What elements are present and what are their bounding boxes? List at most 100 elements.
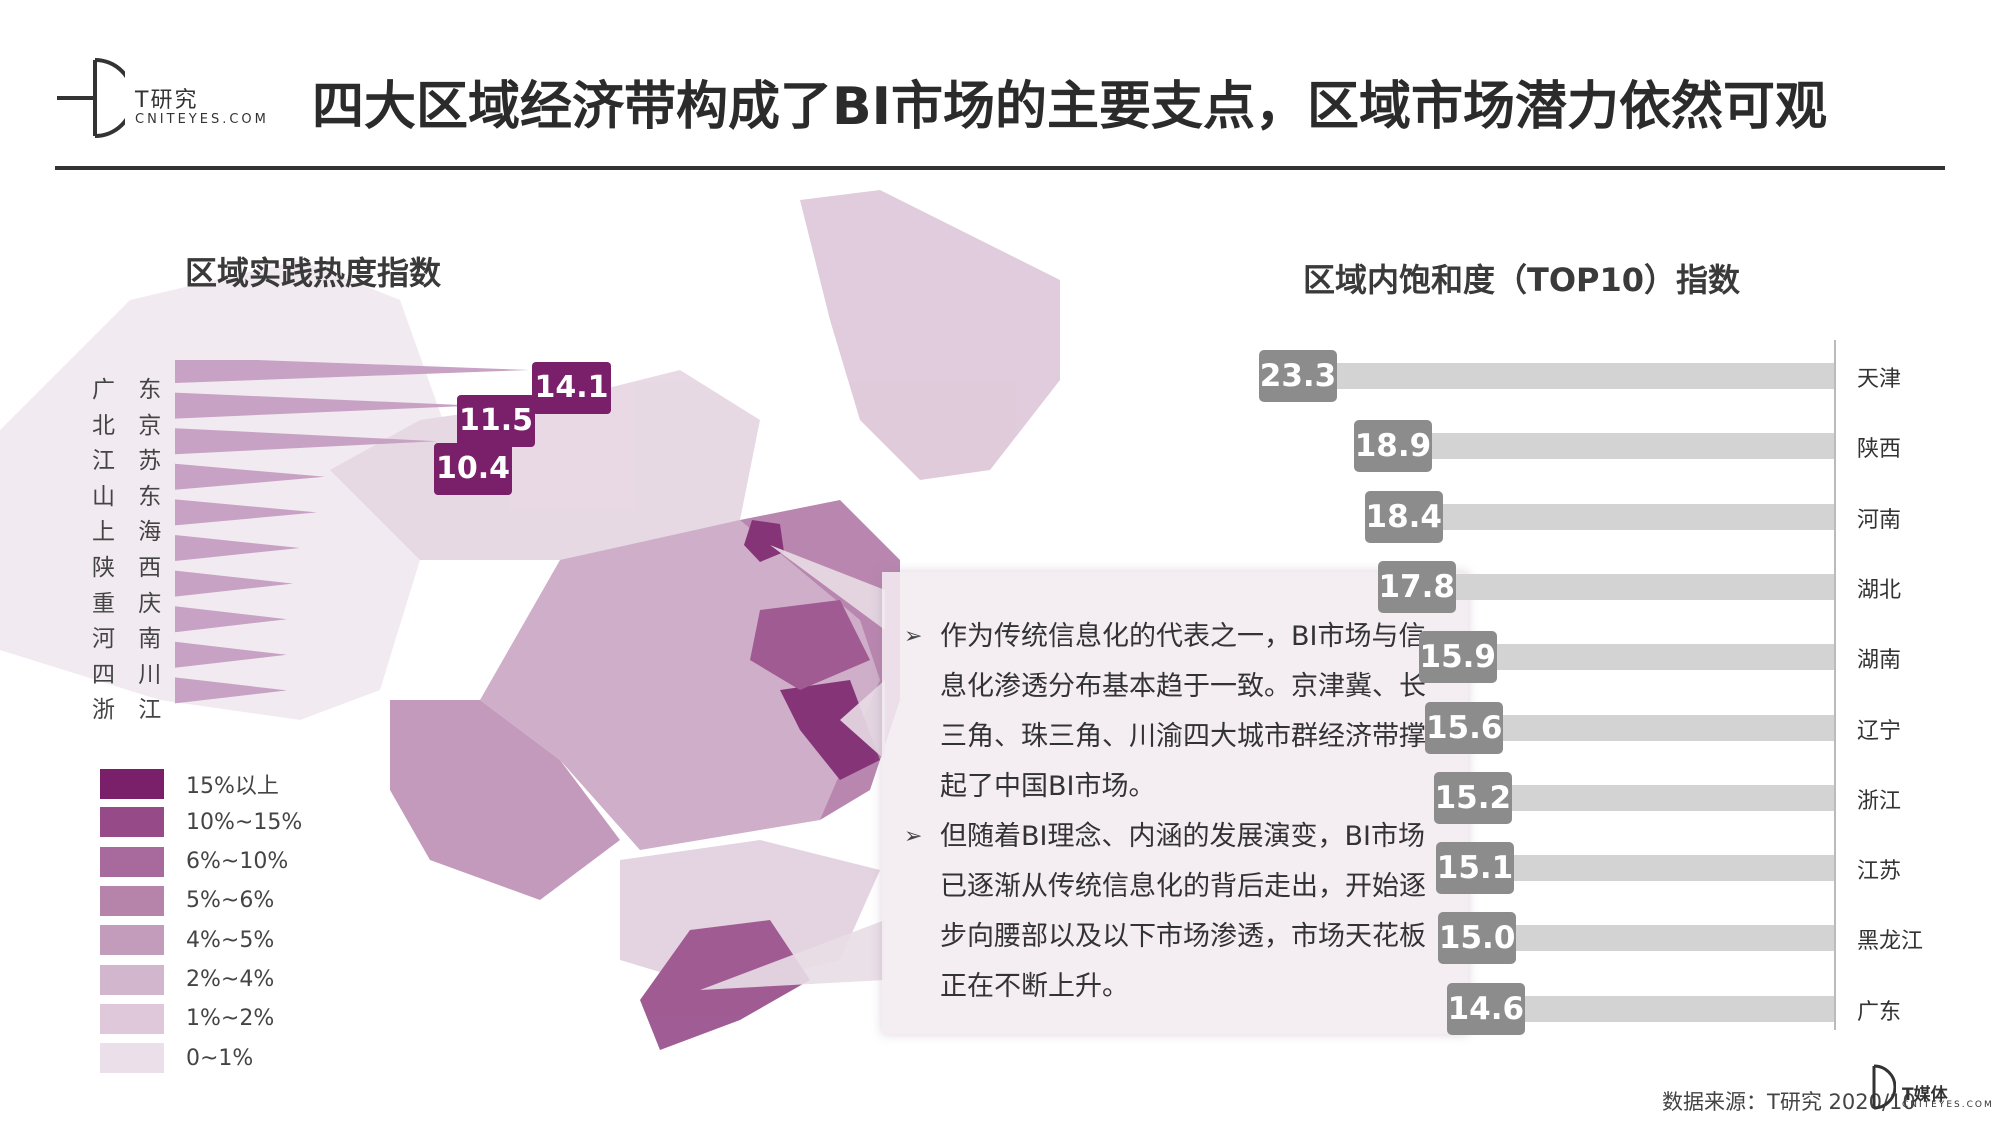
heat-wedges <box>175 360 530 704</box>
saturation-value-label: 18.4 <box>1364 490 1443 543</box>
saturation-category-label: 江苏 <box>1857 859 1902 885</box>
legend-swatch <box>100 1043 164 1074</box>
legend-label: 6%~10% <box>186 849 289 875</box>
saturation-value-label: 17.8 <box>1377 560 1456 613</box>
heat-wedge <box>175 428 437 455</box>
saturation-value-label: 15.1 <box>1436 842 1515 895</box>
saturation-bar <box>1449 573 1834 600</box>
province-label: 浙 江 <box>92 697 170 724</box>
saturation-bar <box>1518 995 1834 1022</box>
saturation-bar <box>1490 644 1834 671</box>
saturation-category-label: 湖北 <box>1857 577 1902 603</box>
saturation-bar <box>1505 784 1834 811</box>
legend-swatch <box>100 1003 164 1034</box>
insight-bullet-line: 起了中国BI市场。 <box>940 771 1156 802</box>
legend-item: 1%~2% <box>100 1003 275 1034</box>
map-region-beijing <box>744 520 784 562</box>
insight-bullet-line: 但随着BI理念、内涵的发展演变，BI市场 <box>940 821 1425 852</box>
legend-item: 2%~4% <box>100 964 275 995</box>
saturation-value-label: 14.6 <box>1446 982 1525 1035</box>
province-label: 北 京 <box>92 412 170 439</box>
footer-logo-mark <box>1860 1064 1897 1110</box>
province-label: 河 南 <box>92 626 170 653</box>
province-label: 山 东 <box>92 483 170 510</box>
saturation-category-label: 陕西 <box>1857 437 1902 463</box>
heat-wedge <box>175 570 293 597</box>
legend-label: 10%~15% <box>186 809 303 835</box>
heat-wedge <box>175 606 287 633</box>
saturation-value-label: 15.2 <box>1433 771 1512 824</box>
saturation-category-label: 辽宁 <box>1857 718 1902 744</box>
heat-wedge <box>175 535 300 561</box>
insight-bullet-line: 息化渗透分布基本趋于一致。京津冀、长 <box>940 671 1426 702</box>
legend-label: 1%~2% <box>186 1006 275 1032</box>
bar-axis-line <box>1834 340 1836 1030</box>
saturation-category-label: 浙江 <box>1857 788 1902 814</box>
insight-bullet-line: 作为传统信息化的代表之一，BI市场与信 <box>940 621 1426 652</box>
legend-item: 0~1% <box>100 1043 254 1074</box>
map-region-sichuan <box>390 700 620 900</box>
legend-swatch <box>100 885 164 916</box>
insight-bullet: ➢ 但随着BI理念、内涵的发展演变，BI市场 已逐渐从传统信息化的背后走出，开始逐步… <box>902 812 1462 1012</box>
logo-mark <box>55 58 135 138</box>
map-region-central <box>480 520 900 850</box>
legend-item: 4%~5% <box>100 925 275 956</box>
highlight-ray-north <box>770 545 885 630</box>
legend-item: 10%~15% <box>100 807 303 838</box>
insight-bullet-line: 已逐渐从传统信息化的背后走出，开始逐 <box>940 871 1426 902</box>
heat-value-callout: 10.4 <box>434 443 512 495</box>
left-chart-title: 区域实践热度指数 <box>185 254 442 292</box>
heat-value-callout: 14.1 <box>532 362 611 414</box>
saturation-bar <box>1436 503 1834 530</box>
saturation-value-label: 18.9 <box>1353 420 1432 473</box>
highlight-ray-south <box>700 920 885 990</box>
bullet-arrow-icon: ➢ <box>904 624 923 649</box>
insight-bullet: ➢ 作为传统信息化的代表之一，BI市场与信 息化渗透分布基本趋于一致。京津冀、长 三角… <box>902 612 1462 812</box>
legend-label: 4%~5% <box>186 927 275 953</box>
legend-swatch <box>100 964 164 995</box>
footer-brand-sub: CNITEYES.COM <box>1902 1100 1994 1110</box>
legend-swatch <box>100 807 164 838</box>
map-region-north <box>330 370 760 560</box>
insight-bullets: ➢ 作为传统信息化的代表之一，BI市场与信 息化渗透分布基本趋于一致。京津冀、长 三角… <box>902 612 1462 1012</box>
legend-label: 15%以上 <box>186 774 279 799</box>
saturation-bar <box>1425 433 1834 460</box>
saturation-category-label: 天津 <box>1857 367 1902 392</box>
province-label: 四 川 <box>92 661 170 688</box>
saturation-bar <box>1331 363 1834 389</box>
saturation-category-label: 广东 <box>1857 999 1902 1025</box>
legend-item: 6%~10% <box>100 846 289 877</box>
saturation-bar <box>1508 855 1834 882</box>
logo-subtext: CNITEYES.COM <box>135 112 269 127</box>
saturation-bar <box>1497 714 1834 741</box>
legend-swatch <box>100 769 164 799</box>
legend-label: 2%~4% <box>186 967 275 992</box>
heat-wedge <box>175 499 317 526</box>
saturation-category-label: 河南 <box>1857 507 1902 533</box>
saturation-value-label: 15.0 <box>1438 912 1517 965</box>
legend-item: 15%以上 <box>100 768 279 800</box>
saturation-category-label: 湖南 <box>1857 648 1902 674</box>
bullet-arrow-icon: ➢ <box>904 824 923 849</box>
map-region-shandong <box>750 600 870 690</box>
highlight-ray-east <box>840 680 885 760</box>
legend-label: 5%~6% <box>186 888 275 914</box>
saturation-value-label: 15.6 <box>1425 701 1504 754</box>
heat-wedge <box>175 392 475 419</box>
heat-wedge <box>175 641 287 668</box>
province-label: 陕 西 <box>92 555 170 581</box>
heat-value-callout: 11.5 <box>457 395 535 447</box>
insight-bullet-line: 正在不断上升。 <box>940 971 1129 1002</box>
legend-label: 0~1% <box>186 1045 254 1071</box>
province-label: 上 海 <box>92 519 170 546</box>
page-title: 四大区域经济带构成了BI市场的主要支点，区域市场潜力依然可观 <box>312 77 1827 137</box>
map-region-northeast <box>800 190 1060 480</box>
title-rule <box>55 166 1945 170</box>
heat-wedge <box>175 360 530 383</box>
map-region-jiangsu <box>780 680 880 780</box>
heat-wedge <box>175 463 325 490</box>
legend-swatch <box>100 925 164 956</box>
heat-wedge <box>175 677 287 704</box>
